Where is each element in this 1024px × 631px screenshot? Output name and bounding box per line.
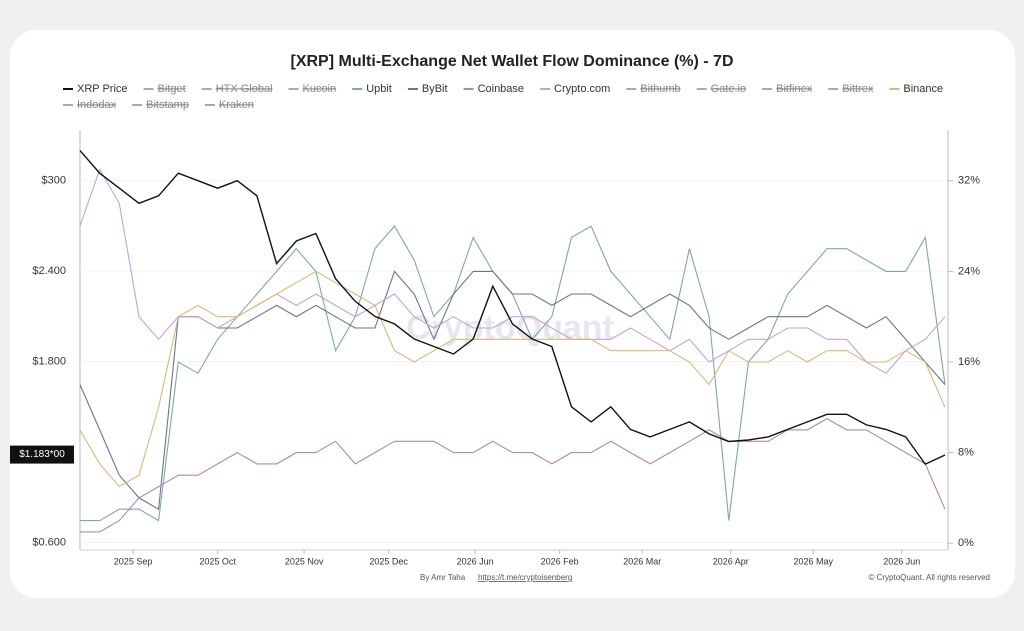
price-label: $1.183*00	[19, 449, 65, 460]
legend-label: HTX Global	[216, 83, 273, 95]
legend-item[interactable]: HTX Global	[201, 83, 273, 95]
card	[10, 30, 1015, 598]
x-tick-label: 2026 Jun	[457, 556, 494, 566]
legend-item[interactable]: Bittrex	[828, 83, 874, 95]
y2-tick-label: 16%	[958, 356, 980, 368]
legend-label: Crypto.com	[554, 83, 610, 95]
legend-item[interactable]: Binance	[889, 83, 943, 95]
author: By Amr Taha	[420, 573, 466, 582]
x-tick-label: 2026 Feb	[541, 556, 579, 566]
legend-item[interactable]: Upbit	[352, 83, 392, 95]
y2-tick-label: 24%	[958, 265, 980, 277]
legend-label: Gate.io	[711, 83, 746, 95]
x-tick-label: 2025 Nov	[285, 556, 324, 566]
legend-label: Bitstamp	[146, 99, 189, 111]
legend-label: Bitfinex	[776, 83, 813, 95]
legend-label: Coinbase	[478, 83, 524, 95]
legend-label: XRP Price	[77, 83, 128, 95]
series-line	[79, 270, 946, 488]
x-tick-label: 2026 Jun	[883, 556, 920, 566]
legend-item[interactable]: XRP Price	[63, 83, 128, 95]
y2-tick-label: 0%	[958, 537, 974, 549]
copyright: © CryptoQuant. All rights reserved	[869, 573, 991, 582]
price-label-box	[10, 445, 74, 464]
chart-title: [XRP] Multi-Exchange Net Wallet Flow Dom…	[291, 53, 734, 70]
y2-tick-label: 32%	[958, 175, 980, 187]
x-tick-label: 2026 May	[794, 556, 834, 566]
legend-item[interactable]: Coinbase	[463, 83, 524, 95]
y-tick-label: $1.800	[32, 355, 66, 367]
series-line	[79, 150, 946, 465]
y-tick-label: $0.600	[32, 536, 66, 548]
legend-label: Upbit	[366, 83, 392, 95]
legend-item[interactable]: Kucoin	[288, 83, 337, 95]
legend-label: Bithumb	[640, 83, 680, 95]
legend-item[interactable]: Kraken	[204, 99, 254, 111]
legend-label: Binance	[903, 83, 943, 95]
legend-label: Kraken	[219, 99, 254, 111]
legend-item[interactable]: Indodax	[63, 99, 117, 111]
legend-label: Bitget	[158, 83, 186, 95]
y-tick-label: $300	[42, 175, 66, 187]
legend-label: Indodax	[77, 99, 117, 111]
author-link[interactable]: https://t.me/cryptoisenberg	[478, 573, 572, 582]
legend-item[interactable]: Gate.io	[696, 83, 746, 95]
x-tick-label: 2026 Apr	[713, 556, 749, 566]
x-tick-label: 2026 Mar	[623, 556, 661, 566]
legend-item[interactable]: Bitstamp	[132, 99, 189, 111]
legend-label: ByBit	[422, 83, 448, 95]
legend-item[interactable]: Bitfinex	[762, 83, 813, 95]
x-tick-label: 2025 Sep	[114, 556, 153, 566]
legend-item[interactable]: Crypto.com	[540, 83, 610, 95]
x-tick-label: 2025 Oct	[199, 556, 236, 566]
series-line	[79, 168, 946, 375]
x-tick-label: 2025 Dec	[369, 556, 408, 566]
series-line	[80, 417, 946, 533]
legend-label: Kucoin	[303, 83, 337, 95]
legend-item[interactable]: ByBit	[407, 83, 448, 95]
legend-label: Bittrex	[842, 83, 874, 95]
legend-item[interactable]: Bitget	[143, 83, 186, 95]
legend: XRP Price Bitget HTX Global Kucoin Upbit ByBi…	[63, 83, 943, 111]
legend-item[interactable]: Bithumb	[626, 83, 681, 95]
y-tick-label: $2.400	[32, 265, 66, 277]
watermark: CryptoQuant	[406, 309, 614, 347]
series-line	[79, 270, 946, 511]
y2-tick-label: 8%	[958, 447, 974, 459]
